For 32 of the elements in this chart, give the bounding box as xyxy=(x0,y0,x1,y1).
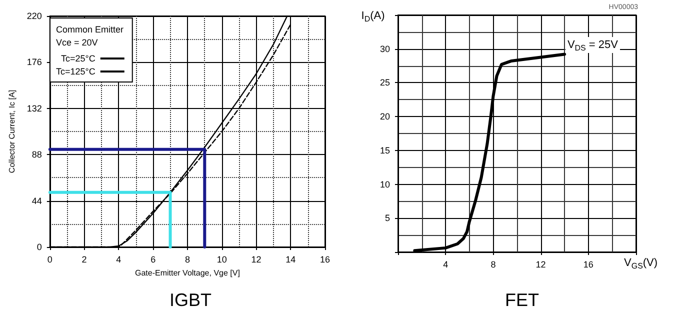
y-tick-label: 220 xyxy=(26,11,42,21)
y-tick-label: 0 xyxy=(36,242,42,252)
y-tick-label: 10 xyxy=(380,179,390,190)
y-tick-label: 5 xyxy=(384,213,390,224)
x-axis-title: Gate-Emitter Voltage, Vge [V] xyxy=(134,268,240,278)
x-tick-label: 8 xyxy=(490,260,496,270)
legend-label: Tc=125°C xyxy=(56,66,96,76)
y-tick-label: 132 xyxy=(26,103,42,114)
text: IGBT xyxy=(169,290,212,310)
x-tick-label: 4 xyxy=(116,254,122,264)
y-tick-label: 20 xyxy=(380,112,390,122)
y-tick-label: 88 xyxy=(32,150,42,160)
y-tick-label: 25 xyxy=(380,78,390,88)
legend-title: Common Emitter Vce = 20V xyxy=(56,24,124,48)
x-tick-label: 16 xyxy=(583,260,594,270)
x-tick-label: 8 xyxy=(184,254,190,264)
y-axis-title: Collector Current, Ic [A] xyxy=(8,90,16,174)
x-tick-label: 10 xyxy=(216,254,227,264)
x-tick-label: 2 xyxy=(82,254,87,264)
y-tick-label: 176 xyxy=(26,57,42,68)
legend-label: Tc=25°C xyxy=(60,54,96,64)
x-tick-label: 4 xyxy=(443,260,448,270)
x-tick-label: 0 xyxy=(47,254,52,264)
x-tick-label: 12 xyxy=(536,260,546,270)
y-tick-label: 15 xyxy=(380,145,390,156)
y-tick-label: 44 xyxy=(32,196,42,206)
x-tick-label: 16 xyxy=(320,254,330,264)
x-tick-label: 6 xyxy=(150,254,156,264)
x-tick-label: 12 xyxy=(251,254,262,264)
text: FET xyxy=(505,290,539,310)
x-tick-label: 14 xyxy=(286,254,296,264)
y-tick-label: 30 xyxy=(380,44,390,54)
